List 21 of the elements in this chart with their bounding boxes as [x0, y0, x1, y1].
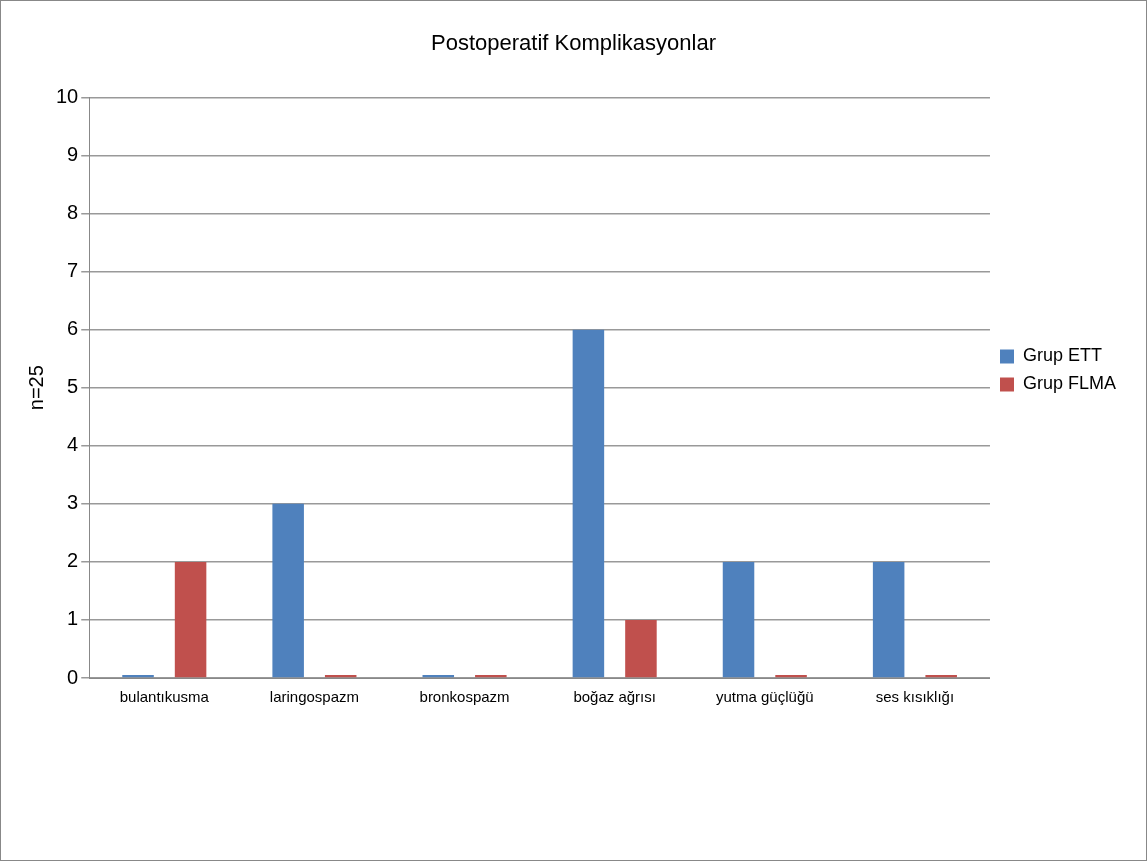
x-tick-label: boğaz ağrısı: [573, 688, 656, 706]
x-tick-label: ses kısıklığı: [875, 688, 955, 706]
y-tick-label: 0: [67, 665, 79, 688]
x-tick-label: laringospazm: [269, 688, 360, 706]
chart-title: Postoperatif Komplikasyonlar: [431, 30, 716, 56]
y-tick-label: 8: [67, 201, 79, 224]
legend-label: Grup ETT: [1022, 345, 1102, 366]
y-tick-label: 1: [67, 607, 79, 630]
y-tick-label: 2: [67, 549, 79, 572]
x-tick-label: bronkospazm: [419, 688, 510, 706]
legend-label: Grup FLMA: [1022, 373, 1117, 394]
y-tick-label: 4: [67, 433, 79, 456]
y-axis-title: n=25: [24, 365, 47, 411]
y-tick-label: 6: [67, 317, 79, 340]
x-tick-label: bulantıkusma: [119, 688, 210, 706]
y-tick-label: 9: [67, 142, 79, 165]
y-tick-label: 5: [67, 375, 79, 398]
y-tick-label: 10: [56, 84, 79, 107]
y-tick-label: 7: [67, 259, 79, 282]
x-tick-label: yutma güçlüğü: [716, 688, 814, 706]
y-tick-label: 3: [67, 491, 79, 514]
